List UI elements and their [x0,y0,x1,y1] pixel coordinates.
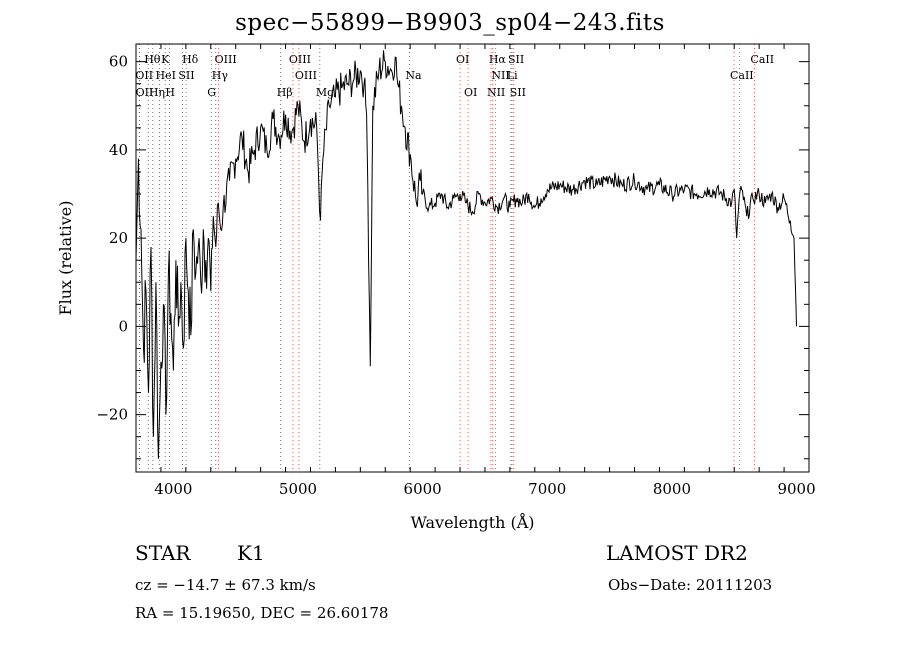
line-marker-label: G [207,86,216,99]
line-marker-label: H [165,86,175,99]
line-marker-label: Hθ [144,53,161,66]
x-tick-label: 9000 [777,480,815,498]
line-marker-label: Hβ [277,86,293,99]
survey-name: LAMOST DR2 [606,541,748,565]
line-marker-label: Hγ [212,69,229,82]
x-tick-label: 8000 [653,480,691,498]
line-marker-label: OII [136,86,154,99]
line-marker-label: SII [510,86,526,99]
obs-date: Obs−Date: 20111203 [608,576,773,594]
line-marker-label: OI [456,53,469,66]
line-marker-label: SII [178,69,194,82]
line-marker-label: OI [464,86,477,99]
plot-frame [135,43,810,473]
object-subclass: K1 [237,541,265,565]
object-class: STAR [135,541,191,565]
x-tick-label: 7000 [528,480,566,498]
y-tick-label: 20 [109,229,128,247]
line-marker-label: Hα [489,53,507,66]
y-tick-label: 40 [109,141,128,159]
line-marker-label: HeI [156,69,176,82]
y-axis-label: Flux (relative) [56,201,75,316]
line-marker-label: Mg [316,86,334,99]
x-axis-label: Wavelength (Å) [410,512,534,532]
line-marker-label: Na [405,69,422,82]
line-marker-label: OII [135,69,153,82]
x-tick-label: 6000 [404,480,442,498]
line-marker-label: SII [508,53,524,66]
chart-title: spec−55899−B9903_sp04−243.fits [235,10,665,36]
x-tick-label: 4000 [154,480,192,498]
line-marker-label: CaII [750,53,774,66]
y-tick-label: −20 [96,406,128,424]
line-marker-label: NII [487,86,505,99]
x-tick-label: 5000 [279,480,317,498]
line-marker-label: Hη [149,86,165,99]
line-marker-label: Li [507,69,518,82]
line-marker-label: K [161,53,170,66]
line-marker-label: OIII [289,53,311,66]
line-marker-label: NII [491,69,509,82]
line-marker-label: CaII [730,69,754,82]
redshift-text: cz = −14.7 ± 67.3 km/s [135,576,316,594]
line-marker-label: OIII [295,69,317,82]
y-tick-label: 0 [118,317,128,335]
spectrum-line [136,50,797,459]
line-marker-label: OIII [215,53,237,66]
line-marker-label: Hδ [182,53,199,66]
y-tick-label: 60 [109,53,128,71]
coordinates: RA = 15.19650, DEC = 26.60178 [135,604,389,622]
